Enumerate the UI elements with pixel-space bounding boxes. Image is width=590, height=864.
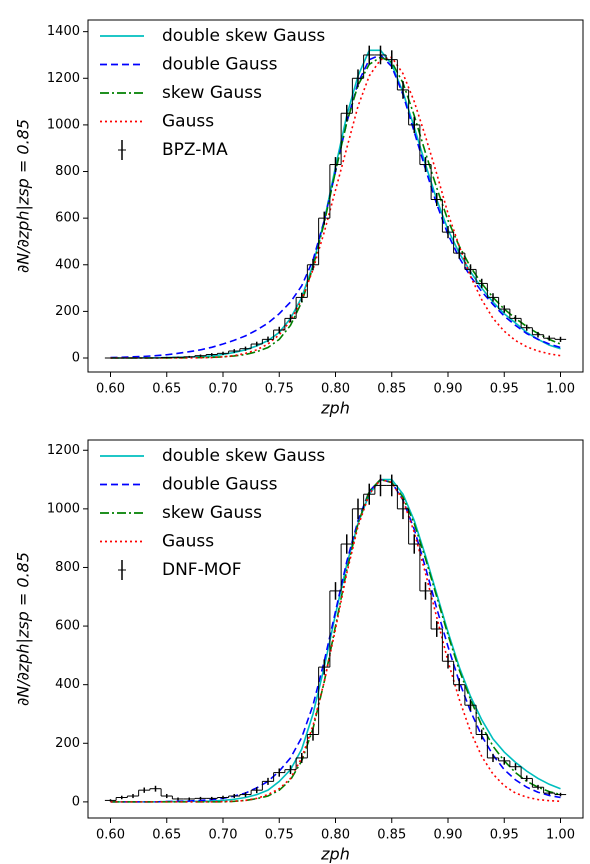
x-tick-label: 1.00 [546, 382, 575, 397]
panel: 0 200 400 600 800 1000 1200 1400 0.60 0.65 0.70 0.7… [14, 19, 584, 418]
y-tick-label: 0 [72, 794, 80, 809]
y-tick-label: 200 [55, 304, 80, 319]
x-tick-label: 0.95 [490, 828, 519, 843]
x-tick-label: 1.00 [546, 828, 575, 843]
y-axis-label: ∂N/∂zph|zsp = 0.85 [14, 552, 33, 706]
x-tick-label: 0.80 [321, 382, 350, 397]
y-tick-label: 800 [55, 164, 80, 179]
model-curve [110, 56, 561, 359]
model-curve [110, 478, 561, 803]
x-tick-label: 0.75 [265, 382, 294, 397]
y-tick-label: 1400 [47, 24, 80, 39]
y-tick-label: 600 [55, 619, 80, 634]
x-tick-label: 0.85 [377, 828, 406, 843]
y-axis-label: ∂N/∂zph|zsp = 0.85 [14, 119, 33, 273]
y-tick-label: 0 [72, 351, 80, 366]
plot-frame [87, 439, 584, 819]
x-tick-label: 0.90 [434, 382, 463, 397]
x-tick-label: 0.80 [321, 828, 350, 843]
legend-label: Gauss [162, 112, 214, 132]
y-tick-label: 400 [55, 677, 80, 692]
y-tick-label: 1000 [47, 501, 80, 516]
legend-label: double Gauss [162, 475, 278, 495]
x-axis-label: zph [320, 399, 350, 418]
x-tick-label: 0.90 [434, 828, 463, 843]
legend-label: skew Gauss [162, 83, 262, 103]
legend-label: skew Gauss [162, 503, 262, 523]
legend-label: BPZ-MA [162, 140, 228, 160]
x-tick-label: 0.65 [152, 828, 181, 843]
x-tick-label: 0.70 [209, 828, 238, 843]
x-axis-label: zph [320, 845, 350, 864]
x-tick-label: 0.75 [265, 828, 294, 843]
y-tick-label: 800 [55, 560, 80, 575]
panel: 0 200 400 600 800 1000 1200 0.60 0.65 0.70 0.75 0.8… [14, 439, 584, 864]
legend-label: double Gauss [162, 55, 278, 75]
x-tick-label: 0.60 [96, 382, 125, 397]
legend-label: double skew Gauss [162, 446, 325, 466]
x-tick-label: 0.60 [96, 828, 125, 843]
x-tick-label: 0.65 [152, 382, 181, 397]
legend-label: double skew Gauss [162, 26, 325, 46]
x-tick-label: 0.85 [377, 382, 406, 397]
y-tick-label: 1200 [47, 71, 80, 86]
model-curve [110, 478, 561, 803]
legend-label: Gauss [162, 532, 214, 552]
y-tick-label: 1200 [47, 443, 80, 458]
x-tick-label: 0.70 [209, 382, 238, 397]
y-tick-label: 200 [55, 736, 80, 751]
model-curve [110, 478, 561, 803]
plot-frame [87, 19, 584, 373]
legend-label: DNF-MOF [162, 560, 242, 580]
model-curve [110, 478, 561, 803]
y-tick-label: 1000 [47, 117, 80, 132]
x-tick-label: 0.95 [490, 382, 519, 397]
y-tick-label: 600 [55, 211, 80, 226]
y-tick-label: 400 [55, 257, 80, 272]
